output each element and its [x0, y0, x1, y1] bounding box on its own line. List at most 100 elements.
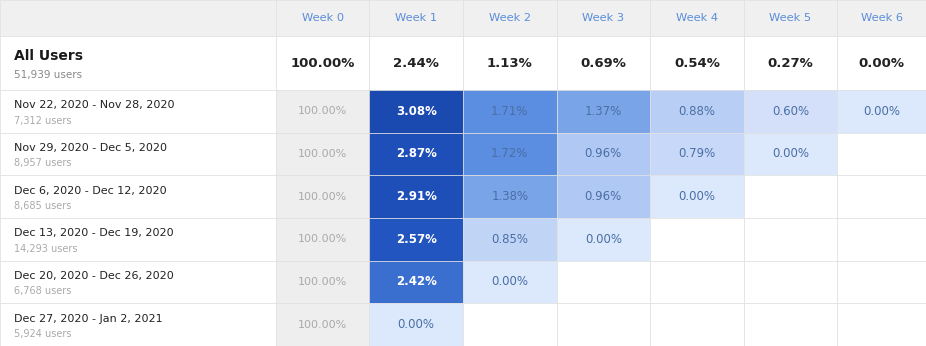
Text: 8,685 users: 8,685 users: [14, 201, 71, 211]
Text: 14,293 users: 14,293 users: [14, 244, 78, 254]
FancyBboxPatch shape: [744, 0, 837, 36]
Text: Dec 13, 2020 - Dec 19, 2020: Dec 13, 2020 - Dec 19, 2020: [14, 228, 173, 238]
FancyBboxPatch shape: [0, 175, 276, 218]
FancyBboxPatch shape: [744, 303, 837, 346]
FancyBboxPatch shape: [557, 175, 650, 218]
Text: 2.91%: 2.91%: [395, 190, 437, 203]
Text: 6,768 users: 6,768 users: [14, 286, 71, 297]
Text: 3.08%: 3.08%: [395, 105, 437, 118]
FancyBboxPatch shape: [650, 303, 744, 346]
FancyBboxPatch shape: [369, 0, 463, 36]
FancyBboxPatch shape: [744, 133, 837, 175]
Text: 100.00%: 100.00%: [298, 320, 347, 330]
Text: Dec 20, 2020 - Dec 26, 2020: Dec 20, 2020 - Dec 26, 2020: [14, 271, 174, 281]
FancyBboxPatch shape: [837, 218, 926, 261]
FancyBboxPatch shape: [557, 90, 650, 133]
FancyBboxPatch shape: [744, 175, 837, 218]
FancyBboxPatch shape: [650, 261, 744, 303]
FancyBboxPatch shape: [557, 303, 650, 346]
FancyBboxPatch shape: [463, 218, 557, 261]
Text: 51,939 users: 51,939 users: [14, 70, 82, 80]
Text: Week 3: Week 3: [582, 13, 624, 23]
Text: Week 5: Week 5: [770, 13, 811, 23]
Text: 100.00%: 100.00%: [298, 192, 347, 202]
FancyBboxPatch shape: [0, 36, 276, 90]
FancyBboxPatch shape: [650, 133, 744, 175]
FancyBboxPatch shape: [650, 0, 744, 36]
FancyBboxPatch shape: [276, 261, 369, 303]
FancyBboxPatch shape: [276, 133, 369, 175]
FancyBboxPatch shape: [650, 218, 744, 261]
FancyBboxPatch shape: [0, 0, 276, 36]
FancyBboxPatch shape: [557, 261, 650, 303]
Text: 0.60%: 0.60%: [771, 105, 809, 118]
Text: 0.00%: 0.00%: [492, 275, 528, 289]
FancyBboxPatch shape: [369, 36, 463, 90]
Text: 100.00%: 100.00%: [298, 106, 347, 116]
FancyBboxPatch shape: [276, 303, 369, 346]
FancyBboxPatch shape: [557, 36, 650, 90]
Text: 7,312 users: 7,312 users: [14, 116, 71, 126]
Text: 5,924 users: 5,924 users: [14, 329, 71, 339]
Text: 1.72%: 1.72%: [491, 147, 529, 161]
FancyBboxPatch shape: [369, 218, 463, 261]
Text: All Users: All Users: [14, 49, 83, 63]
FancyBboxPatch shape: [744, 218, 837, 261]
Text: 100.00%: 100.00%: [298, 234, 347, 244]
FancyBboxPatch shape: [463, 0, 557, 36]
Text: 100.00%: 100.00%: [298, 277, 347, 287]
Text: 1.37%: 1.37%: [584, 105, 622, 118]
Text: Nov 29, 2020 - Dec 5, 2020: Nov 29, 2020 - Dec 5, 2020: [14, 143, 167, 153]
FancyBboxPatch shape: [650, 90, 744, 133]
Text: 0.00%: 0.00%: [772, 147, 808, 161]
Text: 100.00%: 100.00%: [298, 149, 347, 159]
FancyBboxPatch shape: [369, 133, 463, 175]
FancyBboxPatch shape: [744, 36, 837, 90]
Text: 1.38%: 1.38%: [491, 190, 529, 203]
FancyBboxPatch shape: [837, 175, 926, 218]
Text: 2.42%: 2.42%: [395, 275, 437, 289]
Text: Nov 22, 2020 - Nov 28, 2020: Nov 22, 2020 - Nov 28, 2020: [14, 100, 174, 110]
Text: Week 6: Week 6: [860, 13, 903, 23]
FancyBboxPatch shape: [0, 261, 276, 303]
FancyBboxPatch shape: [276, 175, 369, 218]
FancyBboxPatch shape: [837, 0, 926, 36]
FancyBboxPatch shape: [369, 261, 463, 303]
FancyBboxPatch shape: [463, 36, 557, 90]
FancyBboxPatch shape: [650, 175, 744, 218]
Text: Dec 27, 2020 - Jan 2, 2021: Dec 27, 2020 - Jan 2, 2021: [14, 314, 163, 324]
Text: 0.96%: 0.96%: [584, 190, 622, 203]
Text: 0.96%: 0.96%: [584, 147, 622, 161]
FancyBboxPatch shape: [276, 90, 369, 133]
FancyBboxPatch shape: [0, 303, 276, 346]
Text: Week 1: Week 1: [395, 13, 437, 23]
FancyBboxPatch shape: [837, 90, 926, 133]
FancyBboxPatch shape: [369, 90, 463, 133]
Text: 0.69%: 0.69%: [581, 57, 626, 70]
Text: Dec 6, 2020 - Dec 12, 2020: Dec 6, 2020 - Dec 12, 2020: [14, 186, 167, 196]
FancyBboxPatch shape: [276, 36, 369, 90]
FancyBboxPatch shape: [369, 175, 463, 218]
Text: 8,957 users: 8,957 users: [14, 158, 71, 169]
Text: 0.00%: 0.00%: [398, 318, 434, 331]
Text: 1.71%: 1.71%: [491, 105, 529, 118]
Text: 0.00%: 0.00%: [679, 190, 715, 203]
Text: 100.00%: 100.00%: [291, 57, 355, 70]
FancyBboxPatch shape: [463, 133, 557, 175]
FancyBboxPatch shape: [0, 218, 276, 261]
Text: 0.85%: 0.85%: [492, 233, 528, 246]
FancyBboxPatch shape: [0, 133, 276, 175]
Text: 2.57%: 2.57%: [395, 233, 437, 246]
Text: 0.79%: 0.79%: [678, 147, 716, 161]
FancyBboxPatch shape: [837, 303, 926, 346]
Text: Week 4: Week 4: [676, 13, 718, 23]
FancyBboxPatch shape: [744, 261, 837, 303]
Text: 0.54%: 0.54%: [674, 57, 720, 70]
FancyBboxPatch shape: [276, 218, 369, 261]
FancyBboxPatch shape: [650, 36, 744, 90]
Text: 0.00%: 0.00%: [585, 233, 621, 246]
FancyBboxPatch shape: [837, 133, 926, 175]
FancyBboxPatch shape: [463, 175, 557, 218]
Text: Week 0: Week 0: [302, 13, 344, 23]
Text: 0.00%: 0.00%: [863, 105, 900, 118]
